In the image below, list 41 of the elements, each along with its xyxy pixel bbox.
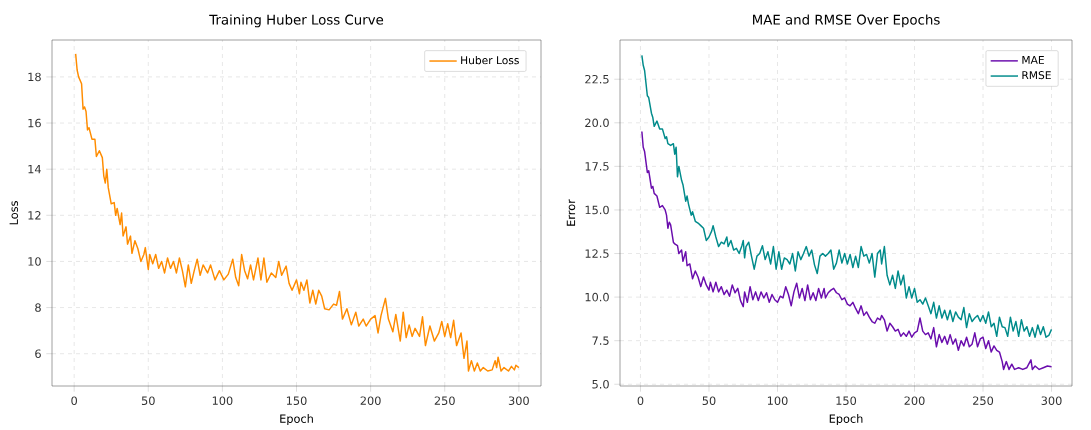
y-tick-label: 12 (28, 211, 41, 220)
x-axis-title: Epoch (829, 414, 863, 426)
chart-title: MAE and RMSE Over Epochs (753, 14, 940, 28)
y-tick-label: 12.5 (585, 249, 609, 258)
y-tick-label: 17.5 (585, 162, 609, 171)
x-tick-label: 300 (508, 396, 529, 405)
x-tick-label: 100 (767, 396, 788, 405)
x-tick-label: 200 (360, 396, 381, 405)
y-tick-label: 10 (28, 257, 41, 266)
line-series (641, 54, 1053, 338)
x-tick-label: 150 (836, 396, 857, 405)
y-tick-label: 7.5 (592, 336, 609, 345)
legend-label: MAE (1022, 55, 1044, 64)
line-series (641, 130, 1053, 371)
y-tick-label: 10.0 (585, 292, 609, 302)
x-tick-label: 50 (702, 396, 716, 405)
y-tick-label: 16 (28, 118, 41, 128)
y-tick-label: 22.5 (585, 74, 609, 84)
x-tick-label: 250 (973, 396, 994, 405)
chart-title: Training Huber Loss Curve (209, 14, 384, 28)
x-tick-label: 50 (141, 396, 155, 405)
x-tick-label: 250 (434, 396, 455, 405)
x-tick-label: 0 (71, 396, 78, 405)
x-tick-label: 200 (904, 396, 925, 405)
x-tick-label: 300 (1041, 396, 1062, 405)
y-tick-label: 14 (28, 165, 41, 174)
x-tick-label: 150 (286, 396, 307, 405)
y-tick-label: 20.0 (585, 118, 609, 128)
y-tick-label: 6 (35, 349, 41, 358)
y-tick-label: 5.0 (592, 379, 609, 389)
x-axis-title: Epoch (280, 414, 313, 426)
y-tick-label: 18 (28, 72, 41, 82)
y-tick-label: 15.0 (585, 205, 609, 215)
y-tick-label: 8 (35, 303, 41, 312)
x-tick-label: 0 (637, 396, 644, 405)
legend-label: Huber Loss (461, 56, 519, 65)
y-axis-title: Loss (9, 201, 19, 225)
legend-label: RMSE (1022, 71, 1051, 80)
y-axis-title: Error (566, 199, 576, 226)
line-series (74, 53, 520, 372)
x-tick-label: 100 (212, 396, 233, 405)
